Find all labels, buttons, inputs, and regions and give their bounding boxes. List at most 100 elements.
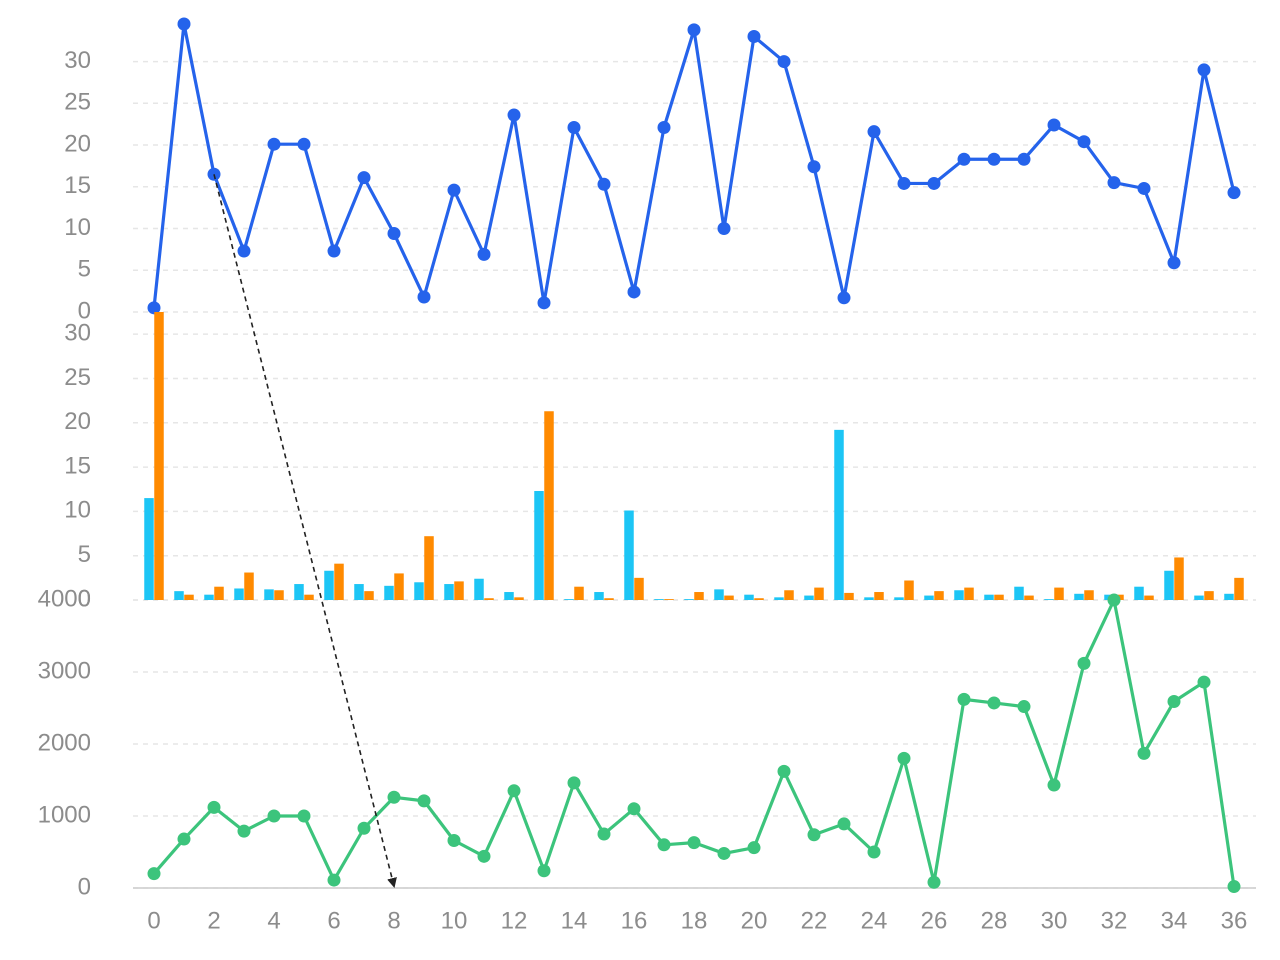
green-series-point (897, 751, 911, 765)
bar-series-a-bar (684, 599, 694, 600)
bar-series-a-bar (864, 597, 874, 600)
blue-series-point (327, 244, 341, 258)
axes-layer: 0510152025300510152025300100020003000400… (38, 47, 1256, 934)
blue-series-point (147, 301, 161, 315)
bar-series-b-bar (514, 597, 524, 600)
y-tick-label: 30 (64, 47, 91, 74)
green-series-point (957, 692, 971, 706)
green-series-point (717, 846, 731, 860)
bar-series-b-bar (634, 577, 644, 600)
annotation-layer (213, 174, 397, 888)
blue-series-point (777, 55, 791, 69)
y-tick-label: 4000 (38, 585, 91, 612)
bar-series-b-bar (184, 594, 194, 600)
blue-series-point (687, 23, 701, 37)
y-tick-label: 30 (64, 319, 91, 346)
blue-series-point (627, 285, 641, 299)
y-tick-label: 10 (64, 214, 91, 241)
green-series-point (447, 833, 461, 847)
y-tick-label: 3000 (38, 657, 91, 684)
bar-series-a-bar (1194, 595, 1204, 600)
bar-series-b-bar (994, 594, 1004, 600)
blue-series-point (717, 222, 731, 236)
bar-series-a-bar (534, 491, 544, 600)
bar-series-b-bar (844, 592, 854, 600)
bar-series-b-bar (484, 598, 494, 600)
blue-series-point (867, 125, 881, 139)
bar-series-a-bar (1224, 593, 1234, 600)
green-series-point (747, 841, 761, 855)
y-tick-label: 20 (64, 130, 91, 157)
bar-series-b-bar (1084, 590, 1094, 600)
x-tick-label: 8 (387, 907, 400, 934)
bar-series-a-bar (1134, 586, 1144, 600)
bar-series-a-bar (1044, 599, 1054, 600)
y-tick-label: 25 (64, 364, 91, 391)
bar-series-a-bar (624, 510, 634, 600)
blue-series-point (1077, 135, 1091, 149)
x-tick-label: 20 (741, 907, 768, 934)
bar-series-a-bar (444, 584, 454, 600)
x-tick-label: 16 (621, 907, 648, 934)
green-series-point (627, 802, 641, 816)
y-tick-label: 5 (78, 256, 91, 283)
x-tick-label: 34 (1161, 907, 1188, 934)
blue-series-line (152, 22, 1236, 308)
y-tick-label: 20 (64, 408, 91, 435)
green-series-point (987, 696, 1001, 710)
bar-series-b-bar (1144, 595, 1154, 600)
x-tick-label: 0 (147, 907, 160, 934)
green-series-point (1227, 880, 1241, 894)
blue-series-point (1227, 186, 1241, 200)
blue-series-point (1197, 63, 1211, 77)
bar-series-a-bar (1164, 570, 1174, 600)
bar-series-a-bar (834, 429, 844, 600)
bar-series-a-bar (414, 582, 424, 600)
blue-series-point (417, 290, 431, 304)
bar-series-a-bar (354, 584, 364, 600)
marks-layer (144, 17, 1244, 894)
bar-series-a-bar (384, 585, 394, 600)
bar-series-b-bar (604, 598, 614, 600)
green-series-point (777, 764, 791, 778)
green-series-point (927, 875, 941, 889)
bar-series-a-bar (264, 589, 274, 600)
bar-series-b-bar (1234, 577, 1244, 600)
x-tick-label: 24 (861, 907, 888, 934)
blue-series-point (267, 137, 281, 151)
bar-series-b-bar (814, 587, 824, 600)
bar-series-b-bar (544, 411, 554, 600)
blue-series-point (1167, 256, 1181, 270)
x-tick-label: 36 (1221, 907, 1248, 934)
blue-series-point (597, 177, 611, 191)
grid-layer (133, 60, 1256, 889)
x-tick-label: 12 (501, 907, 528, 934)
bar-series-b-bar (424, 536, 434, 600)
blue-series-point (657, 121, 671, 135)
bar-series-b-bar (874, 592, 884, 600)
green-series-point (1197, 675, 1211, 689)
bar-series-b-bar (274, 590, 284, 600)
bar-series-b-bar (934, 591, 944, 600)
x-tick-label: 14 (561, 907, 588, 934)
y-tick-label: 0 (78, 297, 91, 324)
bar-series-b-bar (454, 581, 464, 600)
bar-series-a-bar (1014, 586, 1024, 600)
bar-series-b-bar (964, 587, 974, 600)
bar-series-b-bar (304, 594, 314, 600)
green-series-point (177, 832, 191, 846)
green-series-point (387, 790, 401, 804)
y-tick-label: 15 (64, 452, 91, 479)
blue-series-point (1137, 181, 1151, 195)
bar-series-a-bar (594, 592, 604, 600)
bar-series-a-bar (714, 589, 724, 600)
bar-series-a-bar (564, 599, 574, 600)
bar-series-b-bar (754, 598, 764, 600)
bar-series-b-bar (154, 312, 164, 600)
bar-series-a-bar (984, 594, 994, 600)
x-tick-label: 30 (1041, 907, 1068, 934)
blue-series-point (297, 137, 311, 151)
bar-series-a-bar (504, 592, 514, 600)
green-series-point (357, 821, 371, 835)
green-series-point (687, 836, 701, 850)
